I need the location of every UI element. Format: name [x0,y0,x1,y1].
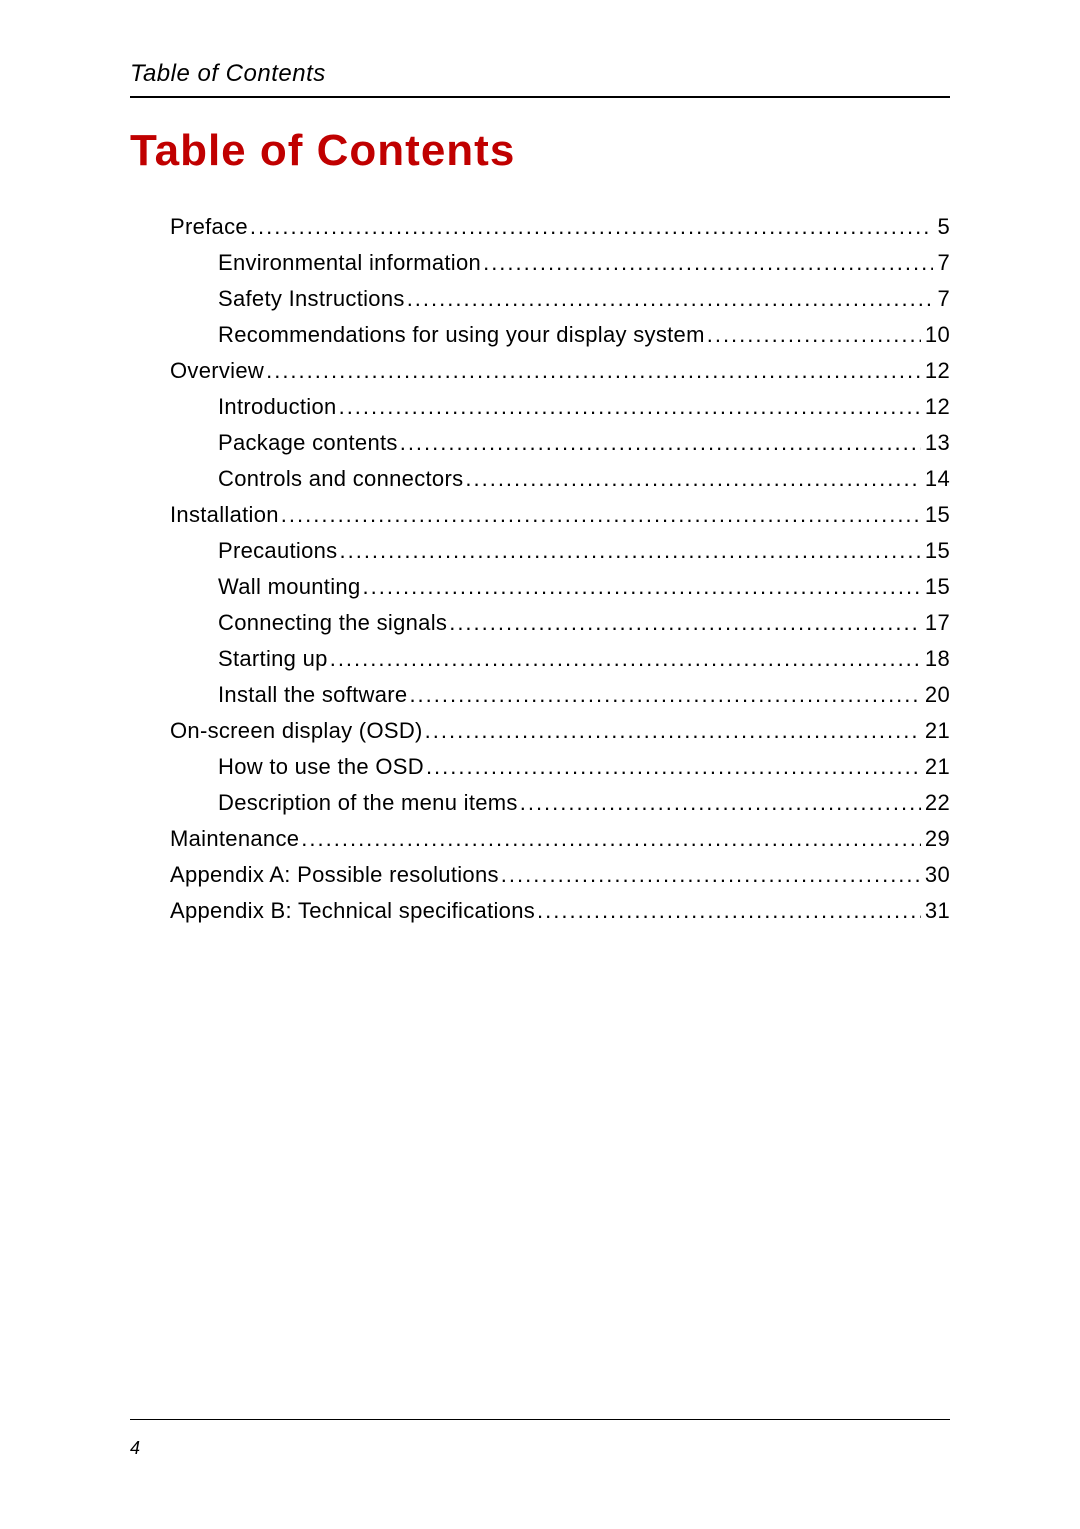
toc-leader-dots [424,756,921,778]
toc-leader-dots [447,612,921,634]
toc-entry: Install the software 20 [170,684,950,706]
toc-label: On-screen display (OSD) [170,720,423,742]
toc-page-number: 18 [921,648,950,670]
toc-label: Package contents [218,432,398,454]
toc-leader-dots [264,360,921,382]
page-footer: 4 [130,1419,950,1459]
toc-leader-dots [423,720,921,742]
toc-entry: Maintenance 29 [170,828,950,850]
toc-leader-dots [299,828,921,850]
toc-page-number: 21 [921,756,950,778]
toc-leader-dots [405,288,934,310]
page-number: 4 [130,1438,950,1459]
toc-page-number: 7 [933,252,950,274]
toc-leader-dots [360,576,920,598]
toc-label: Appendix A: Possible resolutions [170,864,499,886]
toc-leader-dots [499,864,921,886]
toc-leader-dots [481,252,933,274]
toc-entry: How to use the OSD 21 [170,756,950,778]
toc-page-number: 7 [933,288,950,310]
toc-page-number: 5 [933,216,950,238]
toc-label: How to use the OSD [218,756,424,778]
toc-leader-dots [398,432,921,454]
toc-label: Introduction [218,396,337,418]
toc-page-number: 10 [921,324,950,346]
toc-label: Overview [170,360,264,382]
toc-page-number: 29 [921,828,950,850]
toc-entry: Starting up 18 [170,648,950,670]
toc-label: Connecting the signals [218,612,447,634]
toc-page-number: 15 [921,540,950,562]
toc-entry: Recommendations for using your display s… [170,324,950,346]
toc-entry: Controls and connectors 14 [170,468,950,490]
toc-leader-dots [337,396,921,418]
toc-leader-dots [407,684,920,706]
toc-label: Appendix B: Technical specifications [170,900,535,922]
toc-entry: Wall mounting 15 [170,576,950,598]
toc-page-number: 14 [921,468,950,490]
toc-label: Maintenance [170,828,299,850]
toc-page-number: 22 [921,792,950,814]
toc-leader-dots [705,324,921,346]
toc-entry: Connecting the signals 17 [170,612,950,634]
toc-label: Installation [170,504,279,526]
toc-label: Safety Instructions [218,288,405,310]
toc-entry: Environmental information 7 [170,252,950,274]
toc-entry: On-screen display (OSD) 21 [170,720,950,742]
toc-leader-dots [463,468,921,490]
toc-label: Controls and connectors [218,468,463,490]
toc-entry: Precautions 15 [170,540,950,562]
toc-leader-dots [518,792,921,814]
toc-entry: Appendix B: Technical specifications 31 [170,900,950,922]
toc-entry: Package contents 13 [170,432,950,454]
toc-entry: Overview 12 [170,360,950,382]
toc-page-number: 20 [921,684,950,706]
toc-leader-dots [279,504,921,526]
toc-label: Starting up [218,648,328,670]
footer-rule [130,1419,950,1420]
table-of-contents: Preface 5 Environmental information 7 Sa… [130,216,950,922]
running-header: Table of Contents [130,60,950,88]
toc-leader-dots [328,648,921,670]
toc-label: Preface [170,216,248,238]
toc-entry: Preface 5 [170,216,950,238]
toc-entry: Installation 15 [170,504,950,526]
page-title: Table of Contents [130,126,950,176]
toc-page-number: 15 [921,576,950,598]
toc-page-number: 30 [921,864,950,886]
toc-leader-dots [535,900,921,922]
toc-entry: Safety Instructions 7 [170,288,950,310]
toc-leader-dots [248,216,934,238]
toc-page-number: 15 [921,504,950,526]
toc-page-number: 17 [921,612,950,634]
toc-label: Description of the menu items [218,792,518,814]
toc-entry: Appendix A: Possible resolutions 30 [170,864,950,886]
header-rule [130,96,950,98]
toc-label: Wall mounting [218,576,360,598]
toc-page-number: 12 [921,396,950,418]
toc-leader-dots [337,540,920,562]
toc-page-number: 21 [921,720,950,742]
toc-page-number: 12 [921,360,950,382]
toc-page-number: 13 [921,432,950,454]
toc-entry: Introduction 12 [170,396,950,418]
document-page: Table of Contents Table of Contents Pref… [0,0,1080,1529]
toc-label: Recommendations for using your display s… [218,324,705,346]
toc-label: Precautions [218,540,337,562]
toc-label: Environmental information [218,252,481,274]
toc-page-number: 31 [921,900,950,922]
toc-entry: Description of the menu items 22 [170,792,950,814]
toc-label: Install the software [218,684,407,706]
